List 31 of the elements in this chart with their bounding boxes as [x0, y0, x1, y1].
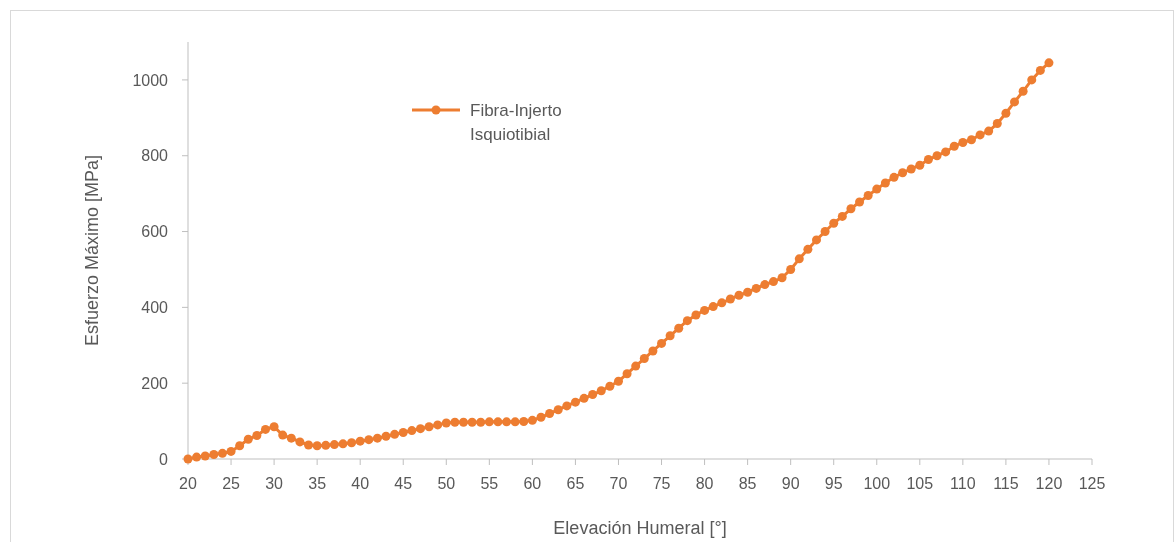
y-tick-label: 1000: [132, 71, 169, 89]
x-tick-label: 90: [781, 475, 800, 492]
x-tick-label: 110: [950, 475, 976, 492]
x-tick-label: 65: [566, 475, 585, 492]
x-tick-label: 30: [265, 475, 284, 492]
x-tick-label: 80: [695, 475, 714, 492]
x-tick-label: 40: [351, 475, 370, 492]
x-axis-title: Elevación Humeral [°]: [553, 518, 727, 538]
x-tick-label: 70: [609, 475, 628, 492]
y-tick-label: 600: [141, 223, 169, 241]
x-tick-label: 115: [993, 475, 1019, 492]
x-tick-label: 55: [480, 475, 499, 492]
y-tick-label: 200: [141, 374, 169, 392]
x-tick-label: 45: [394, 475, 413, 492]
y-tick-label: 400: [141, 298, 169, 316]
x-tick-label: 25: [222, 475, 241, 492]
y-axis-title: Esfuerzo Máximo [MPa]: [82, 154, 102, 347]
x-tick-label: 105: [906, 475, 934, 492]
x-tick-label: 35: [308, 475, 327, 492]
x-tick-label: 50: [437, 475, 456, 492]
x-tick-label: 85: [738, 475, 757, 492]
y-tick-label: 800: [141, 147, 169, 165]
x-tick-label: 100: [863, 475, 891, 492]
y-tick-label: 0: [159, 450, 169, 468]
x-tick-label: 75: [652, 475, 671, 492]
x-tick-label: 20: [179, 475, 197, 492]
x-tick-label: 125: [1078, 475, 1106, 492]
legend-label: Fibra-Injerto Isquiotibial: [470, 100, 562, 144]
x-tick-label: 120: [1035, 475, 1063, 492]
x-tick-label: 60: [523, 475, 542, 492]
x-tick-label: 95: [824, 475, 843, 492]
